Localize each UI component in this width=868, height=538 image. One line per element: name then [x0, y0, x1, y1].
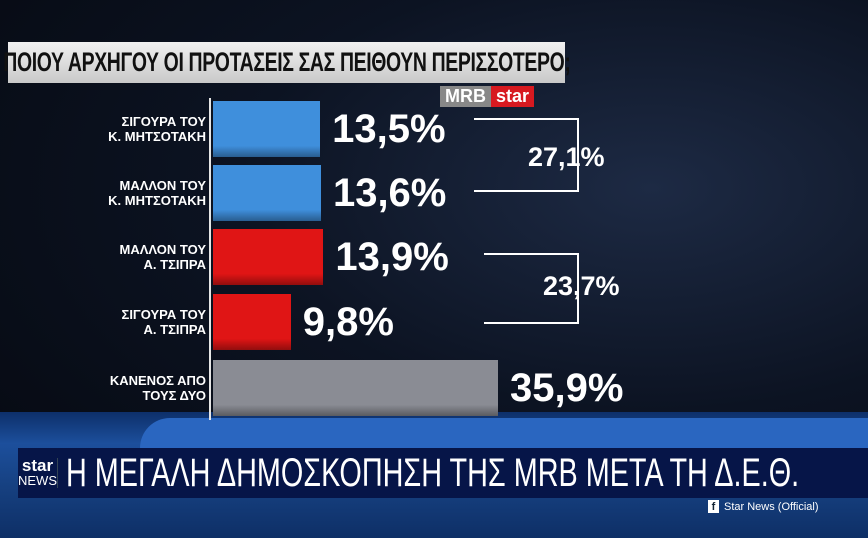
category-label-line: ΤΟΥΣ ΔΥΟ: [142, 388, 206, 403]
value-label: 13,9%: [335, 235, 449, 279]
value-label: 35,9%: [510, 366, 624, 410]
category-label: ΚΑΝΕΝΟΣ ΑΠΟ ΤΟΥΣ ΔΥΟ: [60, 373, 206, 403]
group-label-mitsotakis: 27,1%: [528, 142, 605, 172]
chart-title: ΠΟΙΟΥ ΑΡΧΗΓΟΥ ΟΙ ΠΡΟΤΑΣΕΙΣ ΣΑΣ ΠΕΙΘΟΥΝ Π…: [3, 42, 570, 83]
group-label-tsipras: 23,7%: [543, 271, 620, 301]
value-label: 13,6%: [332, 171, 447, 215]
value-label: 9,8%: [302, 300, 394, 344]
category-label-line: Α. ΤΣΙΠΡΑ: [143, 257, 206, 272]
category-label: ΜΑΛΛΟΝ ΤΟΥ Α. ΤΣΙΠΡΑ: [60, 242, 206, 272]
bar: [213, 165, 321, 221]
news-banner: star NEWS Η ΜΕΓΑΛΗ ΔΗΜΟΣΚΟΠΗΣΗ ΤΗΣ MRB ΜΕ…: [18, 448, 868, 498]
category-label-line: ΣΙΓΟΥΡΑ ΤΟΥ: [121, 114, 206, 129]
category-label-line: ΚΑΝΕΝΟΣ ΑΠΟ: [109, 373, 206, 388]
social-credit: f Star News (Official): [708, 500, 819, 513]
bar: [213, 101, 321, 157]
category-label-line: Κ. ΜΗΤΣΟΤΑΚΗ: [108, 129, 206, 144]
category-label-line: ΜΑΛΛΟΝ ΤΟΥ: [119, 242, 206, 257]
background-stripe: [140, 418, 868, 448]
banner-headline: Η ΜΕΓΑΛΗ ΔΗΜΟΣΚΟΠΗΣΗ ΤΗΣ MRB ΜΕΤΑ ΤΗ Δ.Ε…: [66, 450, 800, 495]
chart-title-text: ΠΟΙΟΥ ΑΡΧΗΓΟΥ ΟΙ ΠΡΟΤΑΣΕΙΣ ΣΑΣ ΠΕΙΘΟΥΝ Π…: [2, 47, 571, 77]
mrb-star-logo: MRB star: [440, 86, 535, 107]
category-label-line: ΣΙΓΟΥΡΑ ΤΟΥ: [121, 307, 206, 322]
category-label: ΣΙΓΟΥΡΑ ΤΟΥ Α. ΤΣΙΠΡΑ: [60, 307, 206, 337]
category-label: ΣΙΓΟΥΡΑ ΤΟΥ Κ. ΜΗΤΣΟΤΑΚΗ: [60, 114, 206, 144]
category-label-line: ΜΑΛΛΟΝ ΤΟΥ: [119, 178, 206, 193]
star-logo: star: [491, 86, 535, 107]
bar: [213, 360, 498, 416]
category-label-line: Α. ΤΣΙΠΡΑ: [143, 322, 206, 337]
category-label-line: Κ. ΜΗΤΣΟΤΑΚΗ: [108, 193, 206, 208]
star-news-logo-bottom: NEWS: [18, 473, 57, 488]
group-bracket-tsipras: [484, 253, 579, 324]
y-axis-line: [209, 98, 211, 420]
social-credit-text: Star News (Official): [724, 500, 819, 513]
category-label: ΜΑΛΛΟΝ ΤΟΥ Κ. ΜΗΤΣΟΤΑΚΗ: [60, 178, 206, 208]
star-news-logo-top: star: [21, 456, 54, 475]
bar: [213, 294, 291, 350]
group-bracket-mitsotakis: [474, 118, 579, 192]
mrb-logo: MRB: [440, 86, 491, 107]
star-news-logo: star NEWS: [18, 456, 58, 488]
facebook-icon: f: [708, 500, 719, 513]
value-label: 13,5%: [332, 107, 446, 151]
bar: [213, 229, 324, 285]
